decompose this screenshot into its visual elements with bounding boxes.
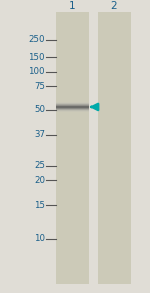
Text: 100: 100 (28, 67, 45, 76)
Text: 1: 1 (69, 1, 75, 11)
Text: 75: 75 (34, 82, 45, 91)
Text: 2: 2 (111, 1, 117, 11)
Text: 10: 10 (34, 234, 45, 243)
Text: 25: 25 (34, 161, 45, 170)
Text: 15: 15 (34, 201, 45, 209)
Bar (56, 12, 88, 284)
Text: 150: 150 (28, 53, 45, 62)
Text: 50: 50 (34, 105, 45, 114)
Text: 37: 37 (34, 130, 45, 139)
Bar (98, 12, 130, 284)
Text: 20: 20 (34, 176, 45, 185)
Text: 250: 250 (28, 35, 45, 44)
